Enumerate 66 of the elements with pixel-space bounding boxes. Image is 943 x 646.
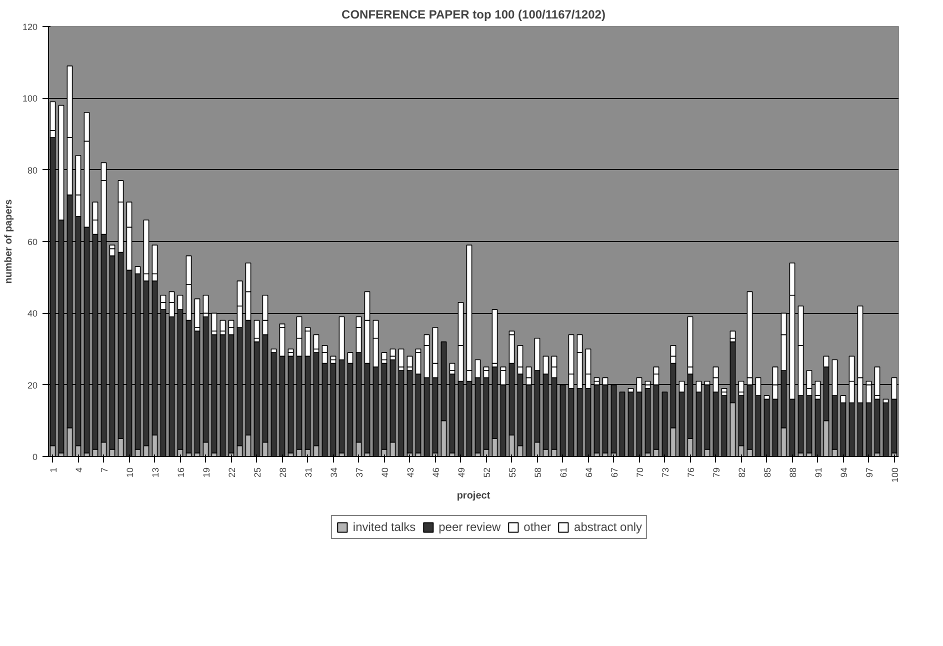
x-tick-label: 52	[482, 467, 492, 478]
x-tick-label: 49	[456, 467, 466, 478]
chart-title: CONFERENCE PAPER top 100 (100/1167/1202)	[342, 8, 606, 22]
x-tick-label: 40	[380, 467, 390, 478]
x-tick-label: 88	[788, 467, 798, 478]
x-tick-label: 31	[303, 467, 314, 478]
x-axis-title: project	[456, 490, 491, 502]
x-tick-label: 46	[430, 467, 441, 478]
bar	[594, 384, 600, 454]
bar	[194, 298, 200, 328]
x-tick-label: 64	[584, 467, 594, 478]
bar	[220, 320, 226, 332]
bar	[492, 309, 498, 364]
x-tick-label: 13	[150, 467, 160, 478]
x-tick-label: 22	[226, 467, 237, 478]
x-tick-label: 34	[328, 467, 339, 478]
bar	[211, 312, 218, 332]
bar	[730, 330, 736, 339]
y-tick-label: 120	[22, 22, 38, 32]
x-tick-label: 28	[278, 467, 288, 478]
legend-label: invited talks	[352, 520, 416, 534]
x-tick-label: 7	[99, 467, 110, 473]
bar	[381, 352, 388, 360]
x-tick-label: 67	[609, 467, 620, 478]
x-tick-label: 76	[686, 467, 696, 478]
x-tick-label: 43	[405, 467, 416, 478]
x-tick-label: 1	[48, 467, 58, 473]
x-tick-label: 73	[660, 467, 670, 478]
x-tick-label: 94	[838, 467, 849, 478]
y-tick-label: 60	[27, 237, 38, 247]
bar	[406, 356, 413, 368]
y-axis-title: number of papers	[3, 198, 14, 284]
x-tick-label: 97	[864, 467, 874, 478]
x-tick-label: 19	[201, 467, 212, 478]
x-tick-label: 70	[634, 467, 645, 478]
legend-label: abstract only	[574, 520, 642, 534]
x-tick-label: 4	[74, 467, 84, 473]
bar	[398, 348, 404, 368]
bar	[644, 388, 651, 454]
x-tick-label: 55	[507, 467, 518, 478]
x-tick-label: 16	[176, 467, 186, 478]
bar	[288, 348, 294, 353]
x-tick-label: 37	[354, 467, 364, 478]
y-tick-label: 0	[32, 452, 38, 462]
legend-label: peer review	[438, 520, 501, 534]
x-tick-label: 10	[124, 467, 135, 478]
y-tick-label: 20	[27, 380, 38, 390]
bar	[449, 362, 456, 371]
y-tick-label: 40	[27, 308, 38, 319]
x-tick-label: 58	[532, 467, 543, 478]
y-tick-label: 100	[22, 94, 38, 104]
x-tick-label: 91	[813, 467, 824, 478]
bar	[254, 320, 260, 339]
bar	[721, 388, 728, 392]
bar	[390, 348, 396, 357]
bar	[202, 294, 209, 314]
x-tick-label: 79	[711, 467, 722, 478]
x-tick-label: 82	[736, 467, 747, 478]
y-tick-label: 80	[27, 165, 38, 176]
bar	[874, 398, 880, 454]
x-tick-label: 85	[762, 467, 772, 478]
x-tick-label: 61	[558, 467, 568, 478]
x-tick-label: 25	[252, 467, 262, 478]
legend-label: other	[524, 520, 552, 534]
bar	[313, 334, 320, 350]
x-tick-label: 100	[890, 467, 900, 483]
